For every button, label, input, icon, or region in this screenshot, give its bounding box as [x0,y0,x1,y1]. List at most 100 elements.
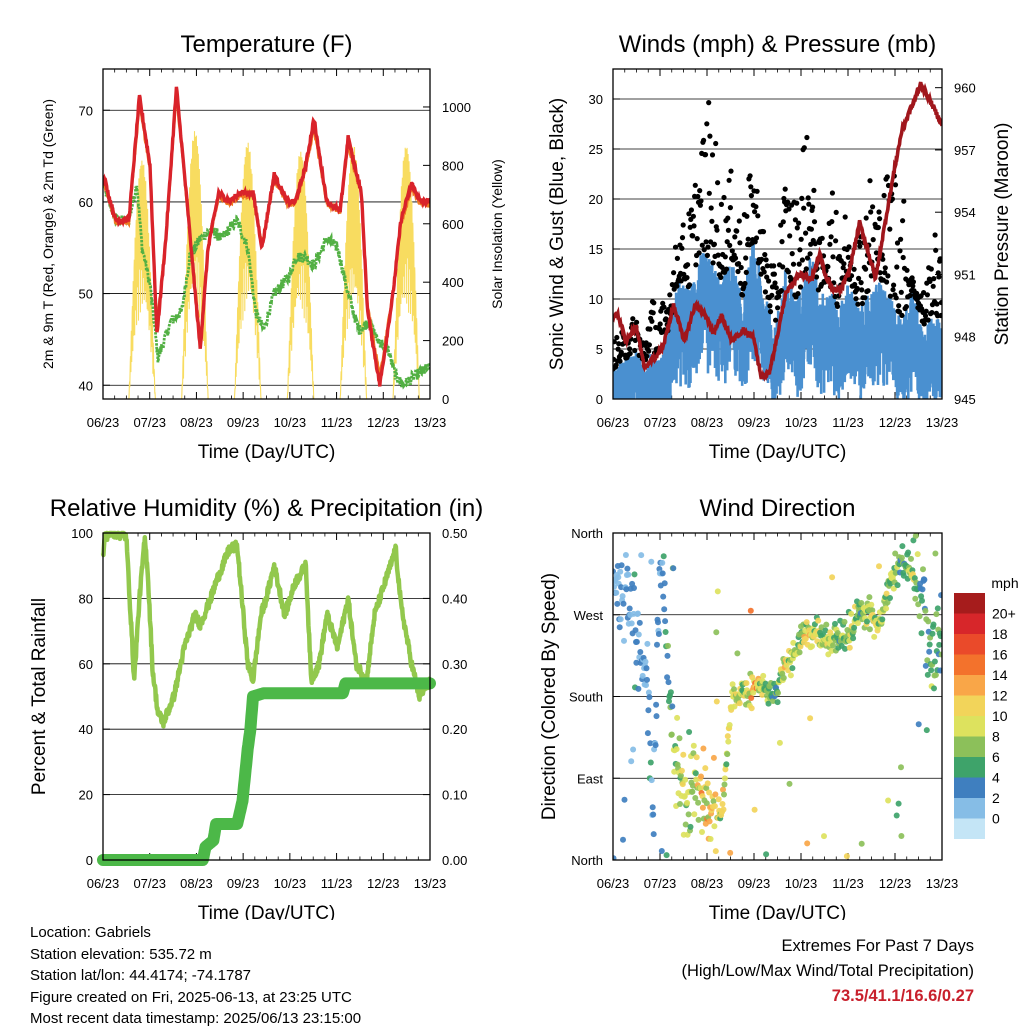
gust-point [705,244,711,250]
direction-point [638,552,645,559]
direction-point [677,772,684,779]
gust-point [686,211,692,217]
legend-swatch [954,695,985,716]
direction-point [918,630,925,637]
direction-point [671,768,678,775]
y2-tick-label: 0.20 [442,722,467,737]
gust-point [773,317,779,323]
figure-created: Figure created on Fri, 2025-06-13, at 23… [30,988,352,1006]
gust-point [632,347,638,354]
gust-point [685,262,691,268]
legend-label: 2 [992,790,1000,806]
direction-point [748,695,755,701]
direction-point [894,582,901,589]
gust-point [829,190,836,196]
y-tick-label: 100 [71,526,93,541]
direction-point [724,733,731,740]
x-tick-label: 11/23 [321,415,353,430]
gust-point [614,334,620,341]
gust-point [812,241,818,247]
direction-point [937,667,942,674]
direction-point [655,619,661,626]
gust-point [707,133,713,139]
direction-point [842,645,848,652]
direction-point [707,836,714,842]
direction-point [721,791,727,798]
y2-tick-label: 951 [954,267,976,282]
x-tick-label: 08/23 [180,415,213,430]
gust-point [794,200,800,206]
y-tick-label: 20 [79,788,93,803]
gust-point [811,187,817,193]
legend-swatch [954,613,985,634]
direction-point [905,549,912,556]
gust-point [692,182,698,188]
t2m-series [103,86,430,387]
gust-point [829,219,835,225]
gust-point [914,290,920,296]
direction-point [713,629,720,636]
x-tick-label: 11/23 [321,876,353,891]
y-axis-label: Direction (Colored By Speed) [539,573,560,820]
gust-point [842,214,848,220]
gust-point [856,239,862,245]
direction-point [711,803,718,810]
gust-point [715,252,721,258]
plot-frame [612,68,943,400]
gust-point [686,282,693,288]
gust-point [789,251,795,257]
y-tick-label: 60 [79,195,93,210]
direction-point [843,853,850,860]
direction-point [661,580,668,587]
y2-tick-label: 0.50 [442,526,467,541]
direction-point [692,770,699,777]
gust-point [907,292,913,299]
direction-point [803,619,810,626]
direction-point [614,600,621,607]
gust-point [855,301,861,307]
direction-point [719,801,726,807]
extremes-box: Extremes For Past 7 Days (High/Low/Max W… [681,934,974,1009]
direction-point [669,703,676,710]
x-tick-label: 12/23 [367,876,400,891]
station-info: Location: Gabriels Station elevation: 53… [30,922,361,1030]
direction-point [703,800,710,807]
y-axis-label: Percent & Total Rainfall [29,598,50,795]
y-axis-label: 2m & 9m T (Red, Orange) & 2m Td (Green) [40,99,56,369]
direction-point [775,690,781,696]
direction-point [632,627,639,634]
gust-point [887,226,893,232]
y-tick-label: South [569,690,603,705]
direction-point [776,739,783,746]
direction-point [626,605,633,612]
gust-point [780,219,786,225]
direction-point [921,576,928,583]
gust-point [616,341,622,347]
legend-label: 18 [992,626,1008,642]
gust-point [698,198,704,204]
direction-point [830,642,836,649]
panel-0: Temperature (F) Time (Day/UTC) 06/23 07/23 0… [40,31,505,463]
gust-point [863,215,869,221]
gust-point [803,230,809,236]
direction-point [926,648,933,655]
y-tick-label: 0 [596,392,603,407]
direction-point [668,731,675,738]
x-tick-label: 12/23 [879,415,912,430]
gust-point [718,201,725,207]
x-tick-label: 10/23 [274,415,307,430]
gust-point [930,283,936,289]
gust-point [928,266,934,272]
direction-point [864,618,870,625]
gust-point [646,348,652,354]
x-tick-label: 09/23 [738,876,771,891]
direction-point [936,641,942,648]
gust-point [827,241,833,247]
y2-tick-label: 0.40 [442,591,467,606]
x-tick-label: 09/23 [227,415,260,430]
direction-point [690,742,697,749]
gust-point [722,254,728,260]
gust-point [706,190,712,196]
gust-point [807,251,813,257]
direction-point [915,721,922,728]
